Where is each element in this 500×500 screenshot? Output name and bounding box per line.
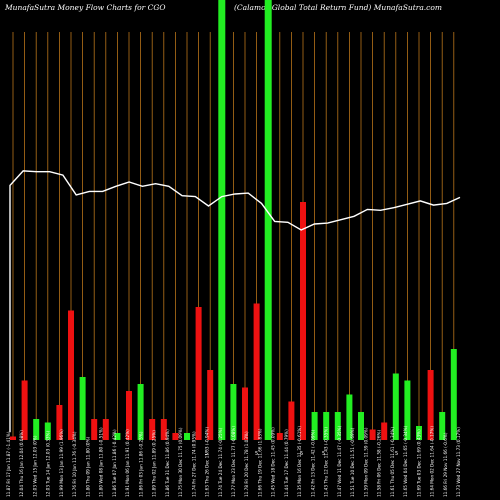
marker-label: 5 [322, 451, 325, 457]
x-tick-label: 11.47 Wed 11 Dec 11.47 (-0.35%) [337, 425, 342, 497]
money-flow-bar [160, 419, 167, 440]
money-flow-bar [288, 401, 295, 440]
money-flow-bar [427, 370, 434, 440]
marker-label: 5 [205, 451, 208, 457]
x-tick-label: 11.91 Mon 06 Jan 11.91 (0.42%) [125, 429, 130, 497]
money-flow-bar [102, 419, 109, 440]
x-tick-label: 11.76 Fri 10 Jan 11.76 (-0.34%) [72, 431, 77, 497]
money-flow-bar [253, 303, 260, 440]
money-flow-bar [184, 433, 190, 440]
x-tick-label: 11.87 Fri 17 Jan 11.87 (-1.41%) [6, 431, 11, 497]
money-flow-bar [439, 412, 446, 440]
money-flow-bar [416, 426, 422, 440]
money-flow-bar [334, 412, 341, 440]
money-flow-bar [323, 412, 330, 440]
x-tick-label: 11.69 Tue 03 Dec 11.69 (0.43%) [416, 429, 421, 497]
money-flow-bar [358, 412, 364, 440]
money-flow-bar [346, 394, 353, 440]
marker-labels: 5 5 5 5 5 [205, 451, 398, 457]
money-flow-bar [300, 202, 306, 440]
money-flow-bar [56, 405, 63, 440]
money-flow-bars [10, 0, 457, 440]
x-tick-label: 11.99 Mon 13 Jan 11.99 (1.96%) [59, 429, 64, 497]
x-tick-label: 11.59 Mon 09 Dec 11.59 (0.09%) [363, 427, 368, 497]
x-tick-label: 11.74 Fri 27 Dec 11.74 (0.95%) [191, 431, 196, 497]
money-flow-bar [392, 373, 399, 440]
money-flow-bar [207, 370, 214, 440]
x-tick-label: 11.78 Fri 20 Dec 11.78 (1.03%) [244, 431, 249, 497]
x-tick-label: 11.77 Mon 23 Dec 11.77 (-0.08%) [231, 426, 236, 497]
x-tick-label: 11.42 Fri 13 Dec 11.42 (-0.09%) [310, 430, 315, 497]
x-tick-label: 12.03 Tue 14 Jan 12.03 (0.33%) [46, 430, 51, 497]
x-tick-label: 11.86 Tue 31 Dec 11.86 (0.94%) [165, 429, 170, 497]
money-flow-bar [242, 387, 248, 440]
money-flow-bar [276, 433, 283, 440]
x-tick-label: 11.64 Mon 02 Dec 11.64 (-0.17%) [430, 426, 435, 497]
x-tick-label: 11.86 Fri 03 Jan 11.86 (-0.25%) [138, 431, 143, 497]
full-height-bar [218, 0, 226, 440]
x-tick-label: 11.45 Wed 18 Dec 11.45 (0.09%) [271, 427, 276, 497]
x-tick-label: 11.51 Tue 10 Dec 11.51 (-0.69%) [350, 427, 355, 497]
x-tick-label: 11.75 Mon 30 Dec 11.75 (0.09%) [178, 427, 183, 497]
money-flow-bar [137, 384, 144, 440]
money-flow-bar [79, 377, 86, 440]
money-flow-bar [311, 412, 318, 440]
x-tick-label: 11.80 Wed 08 Jan 11.80 (-0.51%) [99, 427, 104, 497]
money-flow-bar [126, 391, 132, 440]
money-flow-bar [404, 380, 411, 440]
vertical-gridlines [12, 32, 455, 440]
money-flow-bar [195, 307, 202, 440]
marker-label: 5 [395, 451, 398, 457]
money-flow-bar [91, 419, 98, 440]
x-tick-label: 11.89 Thu 02 Jan 11.89 (0.25%) [152, 430, 157, 497]
x-tick-label: 11.65 Wed 04 Dec 11.65 (-0.34%) [403, 425, 408, 497]
chart-title-right: (Calamos Global Total Return Fund) Munaf… [233, 3, 442, 12]
money-flow-bar [369, 429, 376, 440]
money-flow-bar [44, 422, 51, 440]
x-tick-label: 11.58 Fri 06 Dec 11.58 (-0.26%) [377, 430, 382, 497]
full-height-bar [264, 0, 272, 440]
x-tick-label: 11.63 Thu 26 Dec 11.63 (-0.94%) [205, 427, 210, 497]
x-tick-label: 11.80 Thu 09 Jan 11.80 (0%) [85, 436, 90, 497]
x-tick-label: 11.66 Thu 19 Dec 11.66 (1.83%) [257, 428, 262, 497]
marker-label: 5 [300, 451, 303, 457]
money-flow-bar [114, 433, 121, 440]
marker-label: 5 [255, 451, 258, 457]
x-tick-label: 11.74 Tue 24 Dec 11.74 (-0.25%) [218, 427, 223, 497]
chart-title-left: MunafaSutra Money Flow Charts for CGO [5, 3, 166, 12]
x-tick-label: 11.44 Tue 17 Dec 11.44 (0.79%) [284, 429, 289, 497]
x-tick-label: 12.04 Thu 16 Jan 12.04 (0.08%) [19, 430, 24, 497]
money-flow-bar [10, 436, 16, 440]
x-tick-label: 12.03 Wed 15 Jan 12.03 (0%) [32, 435, 37, 497]
money-flow-bar [381, 422, 388, 440]
price-line [9, 170, 461, 432]
money-flow-bar [450, 349, 457, 440]
price-line-layer [9, 170, 461, 432]
x-tick-label: 11.86 Tue 07 Jan 11.86 (-0.42%) [112, 429, 117, 497]
money-flow-bar [149, 419, 156, 440]
x-tick-label: 11.73 Wed 27 Nov 11.73 (0.17%) [456, 427, 461, 497]
money-flow-bar [33, 419, 40, 440]
x-tick-label: 11.66 Fri 29 Nov 11.66 (-0.6%) [443, 432, 448, 497]
money-flow-bar [172, 433, 179, 440]
money-flow-bar [68, 310, 74, 440]
money-flow-bar [230, 384, 237, 440]
x-tick-label: 11.35 Mon 16 Dec 11.35 (-0.61%) [297, 426, 302, 497]
x-tick-label: 11.61 Thu 05 Dec 11.61 (-0.34%) [390, 427, 395, 497]
x-tick-label: 11.43 Thu 12 Dec 11.43 (-0.35%) [324, 427, 329, 497]
money-flow-bar [21, 380, 28, 440]
x-axis-labels: 11.87 Fri 17 Jan 11.87 (-1.41%) 12.04 Thu… [6, 425, 461, 497]
